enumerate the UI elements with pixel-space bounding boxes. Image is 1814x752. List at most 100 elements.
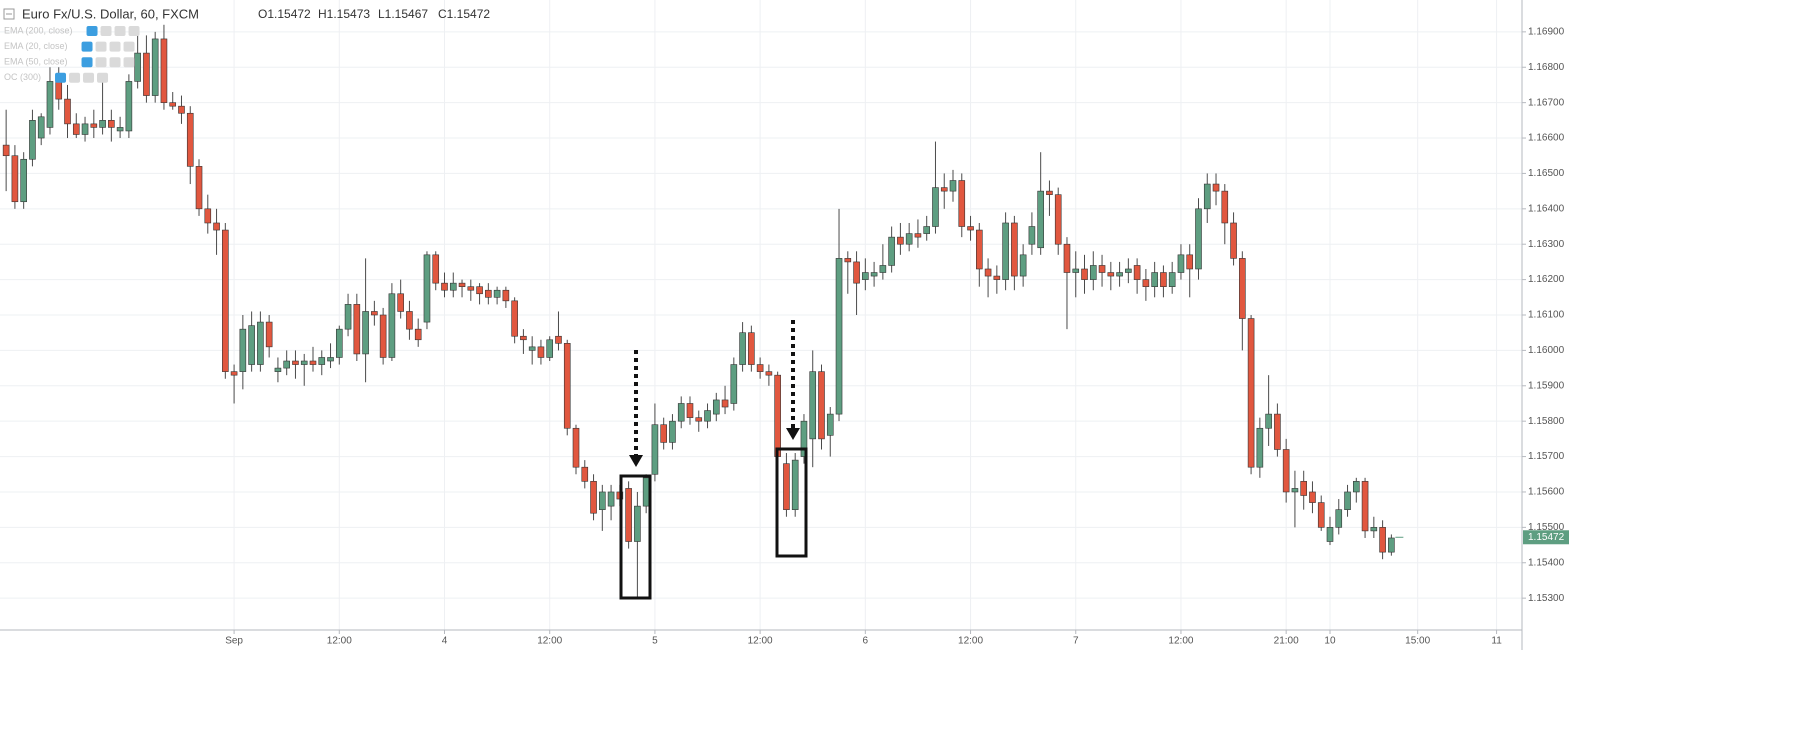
candle-body	[213, 222, 220, 231]
arrow-head	[629, 455, 643, 467]
candle-body	[467, 286, 475, 291]
y-tick-label: 1.16300	[1528, 239, 1565, 250]
ohlc-low: L1.15467	[378, 7, 428, 21]
indicator-more-button[interactable]	[109, 57, 121, 68]
y-tick-label: 1.16400	[1528, 203, 1565, 214]
symbol-title: Euro Fx/U.S. Dollar, 60, FXCM	[22, 6, 199, 21]
indicator-label: EMA (50, close)	[4, 57, 68, 67]
candle-body	[414, 328, 422, 341]
candle-body	[800, 420, 808, 457]
indicator-close-button[interactable]	[123, 57, 135, 68]
candle-body	[1037, 190, 1044, 249]
indicator-eye-button[interactable]	[81, 41, 93, 52]
indicator-more-button[interactable]	[114, 26, 126, 36]
candle-body	[686, 403, 694, 418]
candle-body	[1361, 481, 1369, 532]
candle-body	[1326, 527, 1334, 542]
last-price-tag	[1523, 530, 1569, 545]
indicator-eye-button[interactable]	[86, 26, 98, 36]
ohlc-open: O1.15472	[258, 7, 311, 21]
candle-body	[204, 208, 212, 224]
candle-body	[1002, 222, 1009, 280]
candle-body	[502, 289, 510, 302]
candle-body	[335, 328, 343, 358]
indicator-close-button[interactable]	[123, 41, 135, 52]
candle-body	[195, 166, 203, 210]
candle-body	[607, 491, 615, 507]
candle-body	[537, 346, 545, 358]
indicator-settings-button[interactable]	[95, 41, 107, 52]
y-tick-label: 1.16200	[1528, 274, 1565, 285]
indicator-label: EMA (20, close)	[4, 41, 68, 51]
candle-body	[853, 261, 860, 284]
candle-body	[1239, 258, 1246, 319]
x-tick-label: 6	[863, 636, 869, 647]
y-tick-label: 1.15600	[1528, 487, 1565, 498]
candle-body	[520, 335, 527, 341]
x-tick-label: 4	[442, 636, 448, 647]
candle-body	[984, 268, 992, 277]
candle-body	[1133, 265, 1141, 280]
candle-body	[72, 123, 80, 135]
indicator-settings-button[interactable]	[69, 72, 81, 83]
candle-body	[11, 155, 19, 203]
indicator-more-button[interactable]	[109, 41, 121, 52]
arrow-head	[786, 428, 800, 440]
y-tick-label: 1.15800	[1528, 416, 1565, 427]
candle-body	[1063, 243, 1071, 273]
candle-body	[353, 304, 361, 355]
candles	[2, 24, 1395, 599]
candle-body	[1195, 208, 1202, 270]
candle-body	[581, 466, 589, 482]
candle-body	[283, 360, 290, 369]
candle-body	[791, 459, 799, 510]
indicator-eye-button[interactable]	[55, 72, 67, 83]
candle-body	[1379, 527, 1386, 553]
candle-body	[555, 335, 562, 344]
candle-body	[1317, 502, 1325, 528]
candle-body	[178, 105, 185, 114]
candle-body	[55, 81, 63, 100]
x-tick-label: 15:00	[1405, 636, 1430, 647]
indicator-label: EMA (200, close)	[4, 25, 73, 35]
indicator-settings-button[interactable]	[95, 57, 107, 68]
candle-body	[485, 289, 492, 298]
indicator-more-button[interactable]	[83, 72, 95, 83]
collapse-button[interactable]	[3, 8, 15, 20]
candle-body	[1230, 222, 1237, 259]
indicator-settings-button[interactable]	[100, 26, 112, 36]
candle-body	[862, 272, 869, 280]
y-tick-label: 1.15500	[1528, 522, 1565, 533]
candle-body	[528, 346, 536, 351]
candle-body	[432, 254, 440, 284]
candle-body	[748, 332, 755, 365]
candle-body	[239, 328, 247, 372]
candle-body	[309, 360, 317, 365]
candle-body	[826, 413, 834, 436]
candle-body	[783, 463, 790, 510]
indicator-close-button[interactable]	[97, 72, 109, 83]
candle-body	[669, 420, 676, 443]
candle-body	[327, 357, 334, 362]
y-tick-label: 1.16700	[1528, 97, 1565, 108]
candle-body	[292, 360, 299, 365]
candle-body	[1309, 491, 1316, 503]
candle-body	[257, 321, 264, 365]
y-tick-label: 1.16900	[1528, 26, 1565, 37]
candle-body	[1177, 254, 1185, 273]
candle-body	[993, 275, 1001, 280]
x-tick-label: 12:00	[537, 636, 562, 647]
candle-body	[1265, 413, 1272, 429]
x-tick-label: 10	[1324, 636, 1336, 647]
y-tick-label: 1.16600	[1528, 133, 1565, 144]
last-price-label: 1.15472	[1528, 532, 1565, 543]
candle-body	[818, 371, 825, 440]
candle-body	[888, 236, 895, 266]
y-tick-label: 1.16000	[1528, 345, 1565, 356]
axes: 1.15300 1.15400 1.15500 1.15600 1.15700 1.158…	[225, 26, 1569, 647]
indicator-eye-button[interactable]	[81, 57, 93, 68]
candle-body	[1274, 413, 1281, 450]
candle-body	[695, 417, 703, 422]
indicator-close-button[interactable]	[128, 26, 140, 36]
